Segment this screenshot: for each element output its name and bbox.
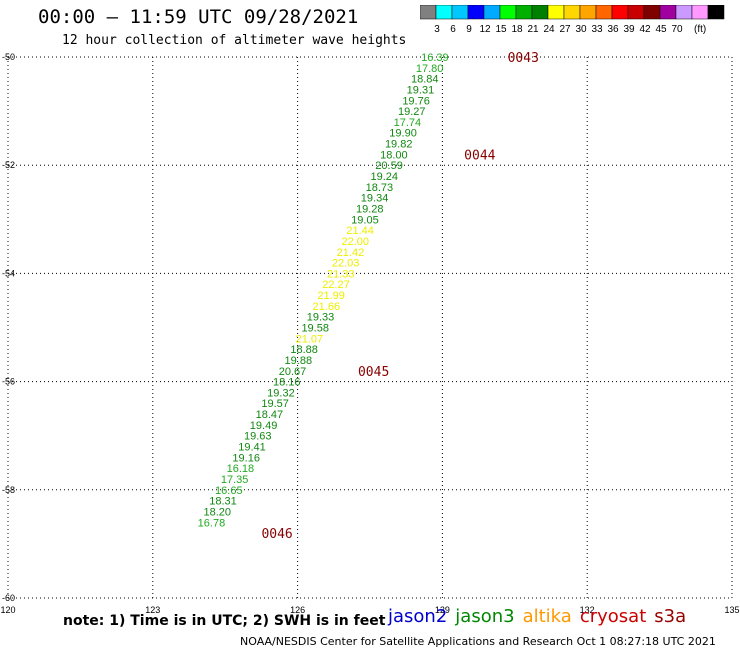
time-label: 0045 <box>358 365 389 380</box>
chart-title: 00:00 – 11:59 UTC 09/28/2021 <box>38 6 359 28</box>
color-scale-label: 33 <box>591 24 603 35</box>
color-scale-label: 9 <box>466 24 472 35</box>
wave-height-point: 19.57 <box>261 398 289 410</box>
wave-height-point: 19.27 <box>398 106 426 118</box>
wave-height-point: 19.63 <box>244 431 272 443</box>
color-scale-label: 12 <box>479 24 491 35</box>
wave-height-point: 22.00 <box>342 236 370 248</box>
x-tick-label: 129 <box>435 605 450 615</box>
wave-height-point: 21.33 <box>327 268 355 280</box>
wave-height-point: 19.32 <box>267 387 295 399</box>
satellite-legend-entry: cryosat <box>579 606 647 627</box>
wave-height-point: 16.78 <box>198 517 226 529</box>
wave-height-point: 21.44 <box>346 225 374 237</box>
satellite-legend-entry: jason3 <box>455 606 515 627</box>
x-tick-label: 135 <box>724 605 739 615</box>
color-scale-unit: (ft) <box>694 24 706 35</box>
wave-height-point: 20.67 <box>279 366 307 378</box>
wave-height-point: 19.16 <box>232 452 260 464</box>
color-swatch <box>707 5 725 20</box>
wave-height-point: 20.59 <box>375 160 403 172</box>
wave-height-point: 18.88 <box>290 344 318 356</box>
chart-subtitle: 12 hour collection of altimeter wave hei… <box>62 33 407 48</box>
wave-height-point: 22.27 <box>322 279 350 291</box>
color-scale-label: 18 <box>511 24 523 35</box>
wave-height-point: 16.39 <box>421 52 449 64</box>
color-scale-label: 21 <box>527 24 539 35</box>
y-tick-label: -54 <box>2 268 15 278</box>
wave-height-point: 19.31 <box>407 84 435 96</box>
wave-height-point: 19.82 <box>385 139 413 151</box>
wave-height-point: 18.47 <box>256 409 284 421</box>
color-scale-label: 3 <box>434 24 440 35</box>
wave-height-point: 17.74 <box>394 117 422 129</box>
y-tick-label: -58 <box>2 485 15 495</box>
color-scale-label: 39 <box>623 24 635 35</box>
color-scale-label: 70 <box>671 24 683 35</box>
wave-height-point: 18.73 <box>366 182 394 194</box>
units-note: note: 1) Time is in UTC; 2) SWH is in fe… <box>63 613 386 629</box>
color-scale-label: 45 <box>655 24 667 35</box>
wave-height-point: 19.33 <box>307 312 335 324</box>
color-scale-label: 36 <box>607 24 619 35</box>
satellite-legend-entry: jason2 <box>388 606 448 627</box>
wave-height-point: 17.35 <box>221 474 249 486</box>
x-tick-label: 132 <box>580 605 595 615</box>
time-label: 0046 <box>261 527 292 542</box>
wave-height-point: 19.05 <box>351 214 379 226</box>
wave-height-point: 16.65 <box>215 485 243 497</box>
wave-height-point: 19.34 <box>361 193 389 205</box>
wave-height-point: 19.58 <box>301 323 329 335</box>
wave-height-point: 18.31 <box>209 496 237 508</box>
wave-height-point: 18.16 <box>273 377 301 389</box>
wave-height-point: 21.07 <box>296 333 324 345</box>
color-scale-label: 15 <box>495 24 507 35</box>
wave-height-point: 18.20 <box>203 506 231 518</box>
wave-height-point: 18.84 <box>411 74 439 86</box>
color-scale-label: 24 <box>543 24 555 35</box>
x-tick-label: 120 <box>0 605 15 615</box>
satellite-legend-entry: s3a <box>654 606 687 627</box>
wave-height-point: 18.00 <box>380 149 408 161</box>
color-scale-label: 42 <box>639 24 651 35</box>
credit-line: NOAA/NESDIS Center for Satellite Applica… <box>240 635 716 648</box>
wave-height-point: 17.80 <box>416 63 444 75</box>
wave-height-point: 19.41 <box>238 442 266 454</box>
wave-height-point: 19.24 <box>370 171 398 183</box>
y-tick-label: -52 <box>2 160 15 170</box>
x-tick-label: 126 <box>290 605 305 615</box>
color-scale-legend: 3 6 9 12 15 18 21 24 27 30 33 36 39 42 45 70 (ft) <box>420 5 725 35</box>
color-scale-label: 6 <box>450 24 456 35</box>
wave-height-point: 19.88 <box>285 355 313 367</box>
satellite-legend-entry: altika <box>522 606 572 627</box>
y-tick-label: -60 <box>2 593 15 603</box>
wave-height-point: 21.99 <box>317 290 345 302</box>
wave-height-point: 16.18 <box>227 463 255 475</box>
wave-height-point: 19.28 <box>356 203 384 215</box>
wave-height-point: 19.76 <box>402 95 430 107</box>
y-tick-label: -56 <box>2 377 15 387</box>
wave-height-point: 21.66 <box>313 301 341 313</box>
time-label: 0044 <box>464 148 495 163</box>
x-tick-label: 123 <box>145 605 160 615</box>
wave-height-point: 19.90 <box>389 128 417 140</box>
y-tick-label: -50 <box>2 52 15 62</box>
time-label: 0043 <box>508 51 539 66</box>
color-scale-label: 30 <box>575 24 587 35</box>
wave-height-point: 19.49 <box>250 420 278 432</box>
wave-height-point: 21.42 <box>337 247 365 259</box>
wave-height-point: 22.03 <box>332 258 360 270</box>
color-scale-label: 27 <box>559 24 571 35</box>
satellite-legend: jason2 jason3 altika cryosat s3a <box>388 606 694 627</box>
